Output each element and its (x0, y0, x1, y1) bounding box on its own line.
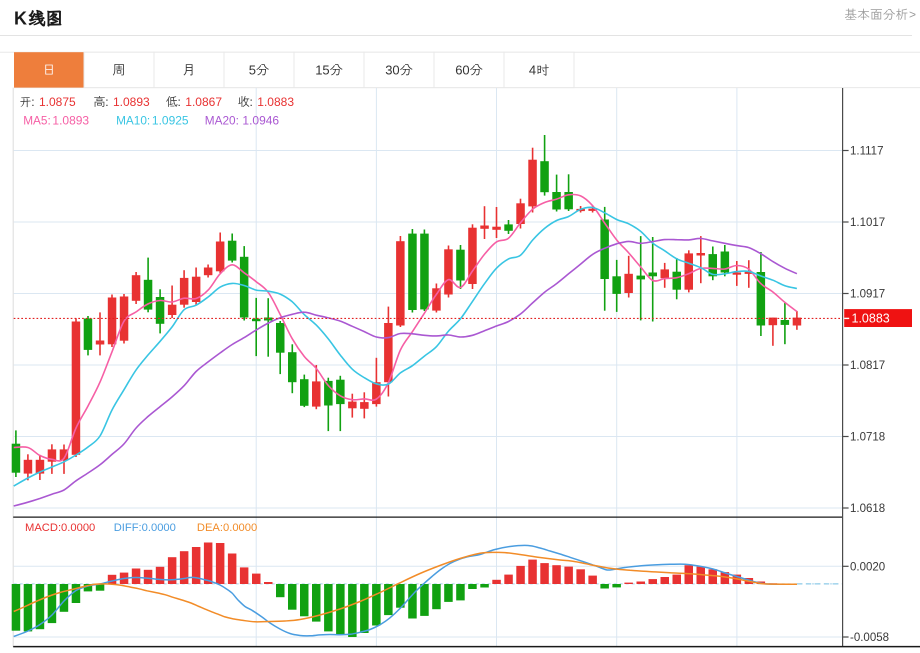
svg-text:>: > (909, 8, 916, 22)
svg-text:1.0893: 1.0893 (52, 113, 89, 127)
svg-text:1.1017: 1.1017 (850, 217, 885, 229)
svg-text:K: K (14, 9, 27, 29)
svg-text:1.0917: 1.0917 (850, 289, 885, 301)
svg-text:MACD:0.0000: MACD:0.0000 (25, 522, 95, 534)
svg-text:1.0883: 1.0883 (257, 95, 294, 109)
svg-text:1.0946: 1.0946 (242, 113, 279, 127)
svg-text:1.0867: 1.0867 (185, 95, 222, 109)
svg-text:15: 15 (315, 63, 329, 78)
svg-text:60: 60 (455, 63, 469, 78)
svg-text:5: 5 (249, 63, 256, 78)
svg-text:4: 4 (529, 63, 536, 78)
svg-text:0.0020: 0.0020 (850, 561, 885, 573)
svg-text:1.0925: 1.0925 (152, 113, 189, 127)
svg-text:MA10:: MA10: (116, 113, 150, 127)
svg-text:-0.0058: -0.0058 (850, 632, 889, 644)
svg-text:1.0875: 1.0875 (39, 95, 76, 109)
svg-text:30: 30 (385, 63, 399, 78)
svg-text:MA5:: MA5: (23, 113, 51, 127)
svg-text::: : (31, 95, 34, 109)
svg-text::: : (178, 95, 181, 109)
svg-text:1.0618: 1.0618 (850, 503, 885, 515)
svg-text::: : (105, 95, 108, 109)
svg-text:1.1117: 1.1117 (850, 146, 883, 158)
svg-text:1.0893: 1.0893 (113, 95, 150, 109)
svg-text:1.0718: 1.0718 (850, 432, 885, 444)
svg-text:MA20:: MA20: (205, 113, 239, 127)
svg-text::: : (250, 95, 253, 109)
svg-text:1.0817: 1.0817 (850, 360, 885, 372)
svg-text:DEA:0.0000: DEA:0.0000 (197, 522, 257, 534)
svg-text:1.0883: 1.0883 (852, 312, 890, 326)
svg-text:DIFF:0.0000: DIFF:0.0000 (114, 522, 176, 534)
